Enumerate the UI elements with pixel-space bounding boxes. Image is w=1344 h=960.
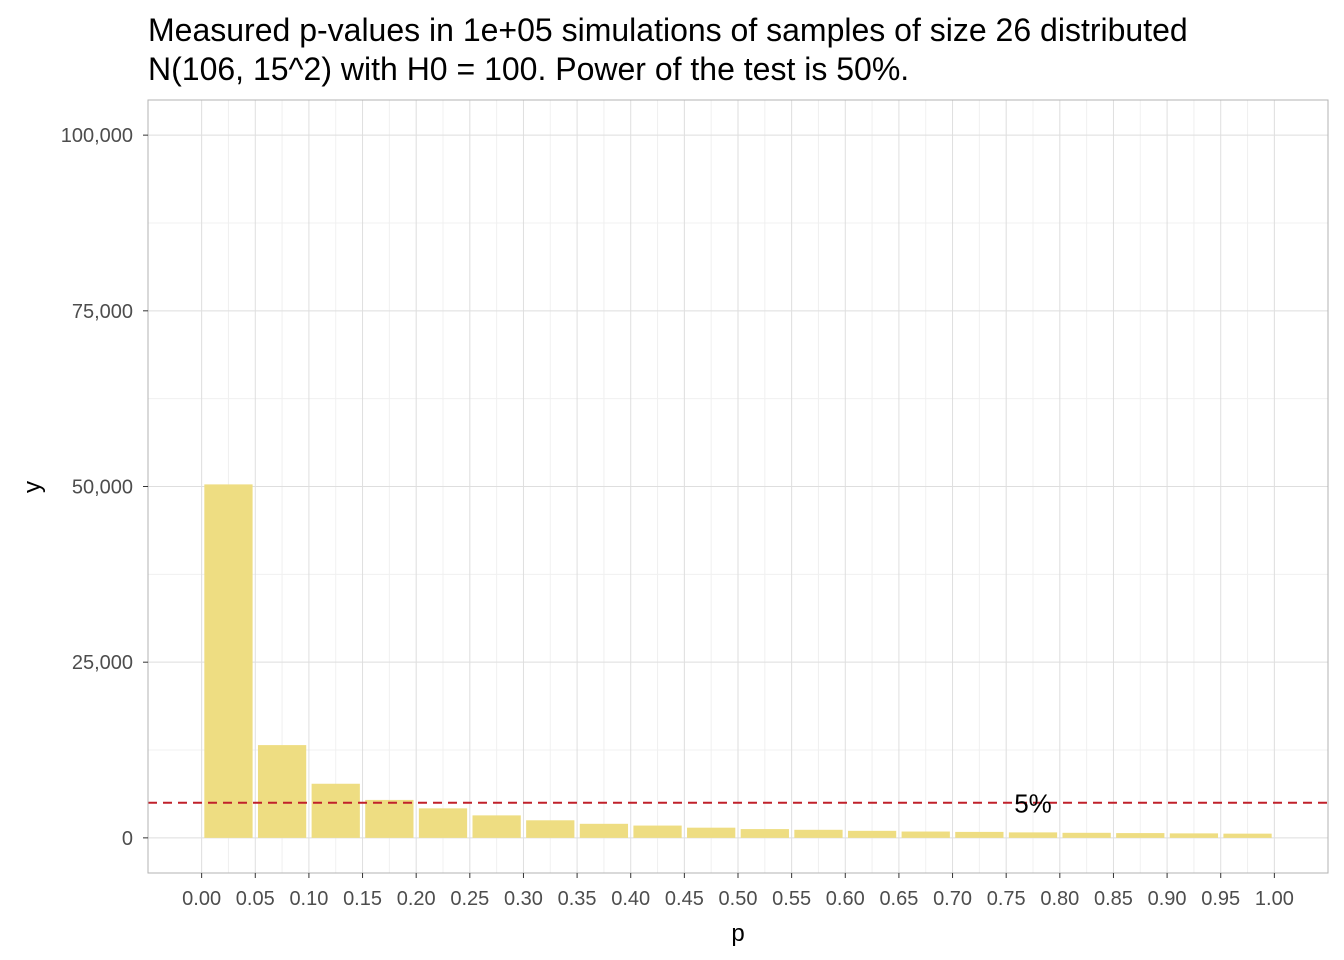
y-tick-label: 75,000 (72, 301, 133, 323)
x-axis-title: p (731, 920, 744, 947)
x-tick-label: 0.65 (879, 888, 918, 910)
bar (579, 823, 629, 838)
bar (1062, 832, 1111, 838)
y-axis: 0 25,000 50,000 75,000 100,000 (61, 125, 148, 850)
bar (1116, 833, 1165, 838)
bar (901, 831, 950, 838)
bar (257, 745, 307, 838)
bar (365, 799, 414, 838)
x-tick-label: 0.40 (611, 888, 650, 910)
bar (740, 829, 789, 838)
bar (526, 820, 575, 838)
x-tick-label: 0.10 (289, 888, 328, 910)
x-tick-label: 0.20 (397, 888, 436, 910)
grid-major (148, 100, 1328, 873)
reference-line-group: 5% (148, 789, 1328, 819)
bar (204, 484, 253, 838)
bars (204, 484, 1272, 838)
chart-title-line-2: N(106, 15^2) with H0 = 100. Power of the… (148, 51, 909, 87)
x-tick-label: 0.70 (933, 888, 972, 910)
bar (955, 831, 1004, 838)
x-tick-label: 0.35 (558, 888, 597, 910)
chart-title-line-1: Measured p-values in 1e+05 simulations o… (148, 12, 1188, 48)
x-tick-label: 0.80 (1040, 888, 1079, 910)
bar (472, 815, 521, 838)
x-tick-label: 0.30 (504, 888, 543, 910)
x-tick-label: 0.15 (343, 888, 382, 910)
x-tick-label: 0.00 (182, 888, 221, 910)
x-tick-label: 0.50 (719, 888, 758, 910)
x-tick-label: 0.05 (236, 888, 275, 910)
y-tick-label: 50,000 (72, 477, 133, 499)
x-tick-label: 0.45 (665, 888, 704, 910)
y-tick-label: 0 (122, 828, 133, 850)
y-tick-label: 25,000 (72, 652, 133, 674)
x-tick-label: 0.60 (826, 888, 865, 910)
x-tick-label: 1.00 (1255, 888, 1294, 910)
x-tick-label: 0.90 (1148, 888, 1187, 910)
bar (418, 808, 468, 838)
x-tick-label: 0.75 (987, 888, 1026, 910)
y-tick-label: 100,000 (61, 125, 133, 147)
bar (1008, 832, 1058, 838)
x-tick-label: 0.85 (1094, 888, 1133, 910)
bar (633, 825, 682, 838)
bar (794, 829, 843, 838)
bar (1169, 833, 1219, 838)
chart-title: Measured p-values in 1e+05 simulations o… (148, 12, 1188, 87)
x-tick-label: 0.95 (1201, 888, 1240, 910)
x-axis: 0.00 0.05 0.10 0.15 0.20 0.25 0.30 0.35 0.40 0.45… (182, 873, 1294, 910)
y-axis-title: y (19, 481, 46, 493)
bar (847, 830, 897, 838)
bar (1223, 833, 1272, 838)
reference-line-label: 5% (1014, 789, 1052, 819)
x-tick-label: 0.25 (450, 888, 489, 910)
bar (311, 783, 360, 838)
x-tick-label: 0.55 (772, 888, 811, 910)
bar (687, 827, 736, 838)
